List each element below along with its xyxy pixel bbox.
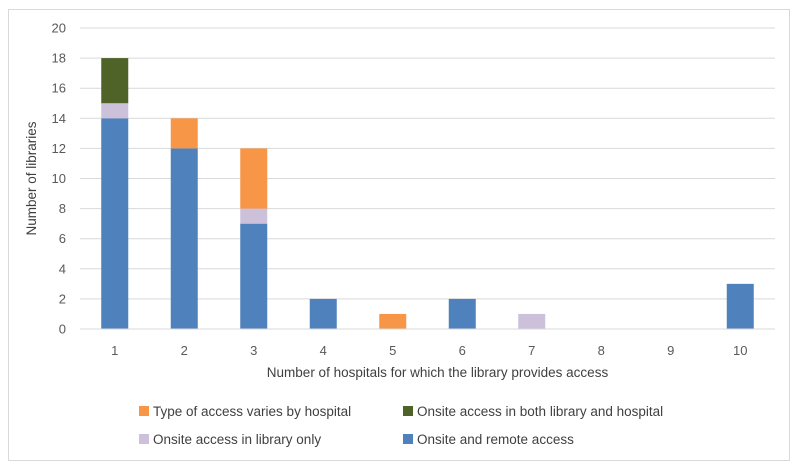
legend: Type of access varies by hospital Onsite … <box>139 404 663 447</box>
legend-label: Type of access varies by hospital <box>153 404 351 419</box>
y-tick-label: 4 <box>59 261 66 276</box>
legend-label: Onsite and remote access <box>417 432 574 447</box>
x-tick-labels: 1 2 3 4 5 6 7 8 9 10 <box>111 343 747 358</box>
bar-segment <box>101 58 129 104</box>
bars <box>101 58 754 329</box>
legend-label: Onsite access in both library and hospit… <box>417 404 663 419</box>
x-tick-label: 3 <box>250 343 257 358</box>
x-tick-label: 1 <box>111 343 118 358</box>
x-axis-title: Number of hospitals for which the librar… <box>267 365 609 380</box>
bar-segment <box>240 223 268 329</box>
legend-label: Onsite access in library only <box>153 432 321 447</box>
bar-segment <box>726 283 754 329</box>
bar-segment <box>240 208 268 224</box>
legend-swatch <box>403 406 413 416</box>
x-tick-label: 10 <box>733 343 747 358</box>
y-tick-label: 2 <box>59 291 66 306</box>
y-tick-label: 14 <box>52 111 66 126</box>
x-tick-label: 7 <box>528 343 535 358</box>
y-tick-label: 16 <box>52 81 66 96</box>
bar-segment <box>379 313 407 329</box>
chart-frame <box>8 9 790 461</box>
bar-segment <box>170 148 198 329</box>
bar-segment <box>309 298 337 329</box>
bar-segment <box>170 118 198 149</box>
y-tick-label: 12 <box>52 141 66 156</box>
y-tick-label: 0 <box>59 322 66 337</box>
bar-segment <box>448 298 476 329</box>
y-tick-label: 18 <box>52 51 66 66</box>
x-tick-label: 6 <box>459 343 466 358</box>
legend-swatch <box>139 406 149 416</box>
y-tick-label: 8 <box>59 201 66 216</box>
x-tick-label: 5 <box>389 343 396 358</box>
y-tick-label: 6 <box>59 231 66 246</box>
y-tick-labels: 0 2 4 6 8 10 12 14 16 18 20 <box>52 21 66 337</box>
x-tick-label: 4 <box>320 343 327 358</box>
legend-swatch <box>403 434 413 444</box>
x-tick-label: 2 <box>181 343 188 358</box>
bar-segment <box>101 118 129 329</box>
legend-swatch <box>139 434 149 444</box>
x-tick-label: 8 <box>598 343 605 358</box>
bar-segment <box>240 148 268 209</box>
x-tick-label: 9 <box>667 343 674 358</box>
y-axis-title: Number of libraries <box>24 121 39 235</box>
bar-segment <box>518 313 546 329</box>
y-tick-label: 20 <box>52 21 66 36</box>
bar-segment <box>101 103 129 119</box>
y-tick-label: 10 <box>52 171 66 186</box>
